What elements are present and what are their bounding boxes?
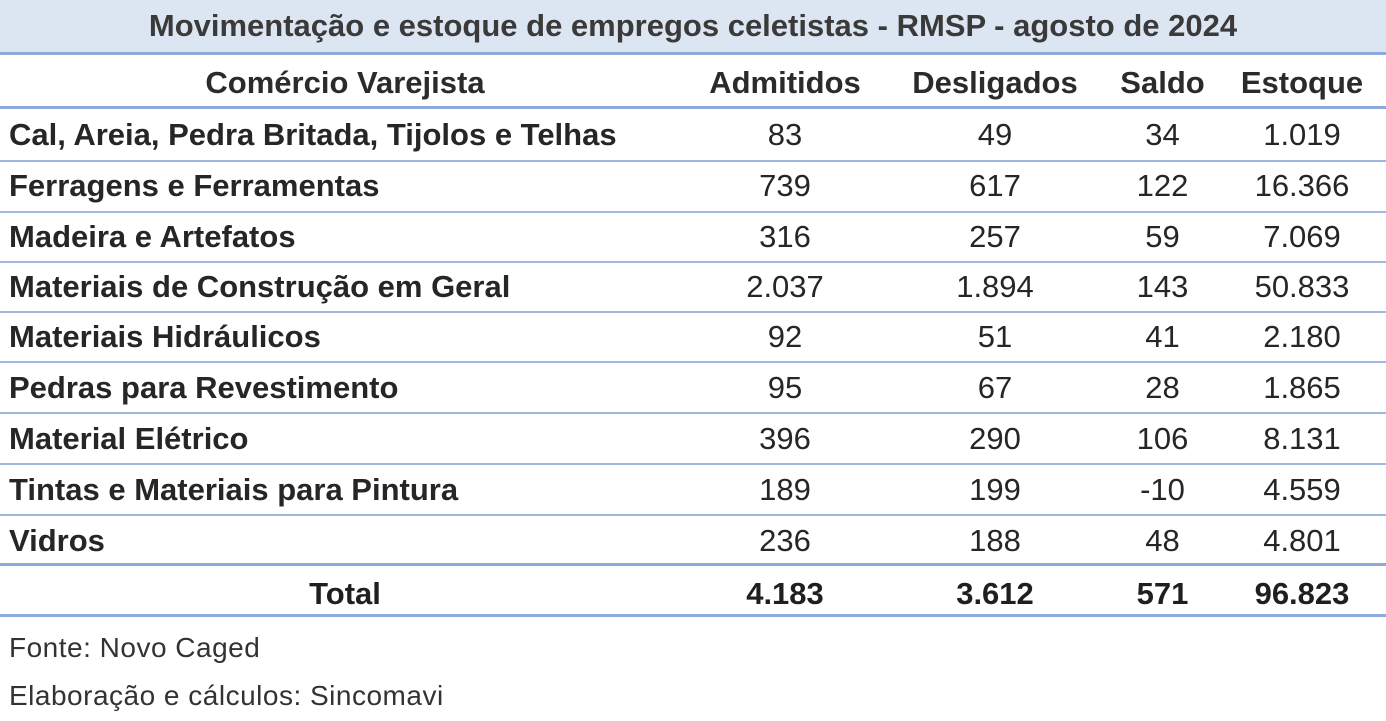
table-row: Material Elétrico 396 290 106 8.131: [0, 414, 1386, 464]
row-admitidos: 83: [767, 117, 803, 152]
row-divider: [0, 311, 1386, 313]
table-row: Cal, Areia, Pedra Britada, Tijolos e Tel…: [0, 110, 1386, 160]
row-saldo: -10: [1140, 472, 1185, 507]
row-saldo: 122: [1136, 168, 1189, 203]
row-desligados: 67: [977, 370, 1013, 405]
table-row: Tintas e Materiais para Pintura 189 199 …: [0, 465, 1386, 515]
table-row: Materiais de Construção em Geral 2.037 1…: [0, 262, 1386, 312]
row-admitidos: 92: [767, 319, 803, 354]
header-sector: Comércio Varejista: [205, 65, 485, 100]
row-desligados: 51: [977, 319, 1013, 354]
row-estoque: 4.801: [1263, 523, 1341, 558]
row-admitidos: 236: [759, 523, 811, 558]
row-desligados: 257: [969, 219, 1021, 254]
row-estoque: 7.069: [1263, 219, 1341, 254]
row-estoque: 16.366: [1254, 168, 1350, 203]
row-sector-name: Madeira e Artefatos: [9, 219, 296, 254]
table-title: Movimentação e estoque de empregos celet…: [0, 0, 1386, 52]
table-row: Materiais Hidráulicos 92 51 41 2.180: [0, 312, 1386, 362]
row-estoque: 4.559: [1263, 472, 1341, 507]
row-admitidos: 95: [767, 370, 803, 405]
row-divider: [0, 160, 1386, 162]
row-saldo: 28: [1145, 370, 1180, 405]
row-saldo: 48: [1145, 523, 1180, 558]
table-header-row: Comércio Varejista Admitidos Desligados …: [0, 58, 1386, 108]
total-saldo: 571: [1136, 576, 1189, 611]
total-bottom-divider: [0, 614, 1386, 617]
total-top-divider: [0, 563, 1386, 566]
row-sector-name: Vidros: [9, 523, 105, 558]
row-divider: [0, 261, 1386, 263]
row-divider: [0, 463, 1386, 465]
row-desligados: 1.894: [956, 269, 1034, 304]
row-saldo: 41: [1145, 319, 1180, 354]
row-divider: [0, 412, 1386, 414]
row-admitidos: 739: [759, 168, 811, 203]
row-divider: [0, 514, 1386, 516]
total-estoque: 96.823: [1254, 576, 1350, 611]
row-divider: [0, 211, 1386, 213]
row-saldo: 106: [1136, 421, 1189, 456]
title-divider: [0, 52, 1386, 55]
row-desligados: 290: [969, 421, 1021, 456]
table-row: Vidros 236 188 48 4.801: [0, 516, 1386, 566]
row-estoque: 2.180: [1263, 319, 1341, 354]
table-row: Pedras para Revestimento 95 67 28 1.865: [0, 363, 1386, 413]
row-sector-name: Materiais de Construção em Geral: [9, 269, 511, 304]
row-saldo: 143: [1136, 269, 1189, 304]
row-admitidos: 396: [759, 421, 811, 456]
row-sector-name: Tintas e Materiais para Pintura: [9, 472, 459, 507]
row-desligados: 617: [969, 168, 1021, 203]
row-sector-name: Material Elétrico: [9, 421, 249, 456]
row-admitidos: 316: [759, 219, 811, 254]
total-desligados: 3.612: [956, 576, 1034, 611]
row-sector-name: Materiais Hidráulicos: [9, 319, 321, 354]
row-divider: [0, 361, 1386, 363]
row-sector-name: Cal, Areia, Pedra Britada, Tijolos e Tel…: [9, 117, 617, 152]
total-label: Total: [309, 576, 381, 611]
header-saldo: Saldo: [1120, 65, 1205, 100]
row-desligados: 49: [977, 117, 1013, 152]
row-sector-name: Ferragens e Ferramentas: [9, 168, 380, 203]
row-saldo: 59: [1145, 219, 1180, 254]
source-note: Fonte: Novo Caged: [9, 632, 261, 663]
header-divider: [0, 106, 1386, 109]
elaboration-note: Elaboração e cálculos: Sincomavi: [9, 680, 444, 711]
table-row: Ferragens e Ferramentas 739 617 122 16.3…: [0, 161, 1386, 211]
row-admitidos: 2.037: [746, 269, 824, 304]
header-admitidos: Admitidos: [709, 65, 861, 100]
header-estoque: Estoque: [1240, 65, 1364, 100]
row-estoque: 1.019: [1263, 117, 1341, 152]
table-row: Madeira e Artefatos 316 257 59 7.069: [0, 212, 1386, 262]
row-desligados: 199: [969, 472, 1021, 507]
row-estoque: 8.131: [1263, 421, 1341, 456]
row-admitidos: 189: [759, 472, 811, 507]
row-saldo: 34: [1145, 117, 1180, 152]
row-estoque: 1.865: [1263, 370, 1341, 405]
total-row: Total 4.183 3.612 571 96.823: [0, 569, 1386, 619]
row-estoque: 50.833: [1254, 269, 1350, 304]
total-admitidos: 4.183: [746, 576, 824, 611]
row-desligados: 188: [969, 523, 1021, 558]
header-desligados: Desligados: [912, 65, 1078, 100]
row-sector-name: Pedras para Revestimento: [9, 370, 399, 405]
